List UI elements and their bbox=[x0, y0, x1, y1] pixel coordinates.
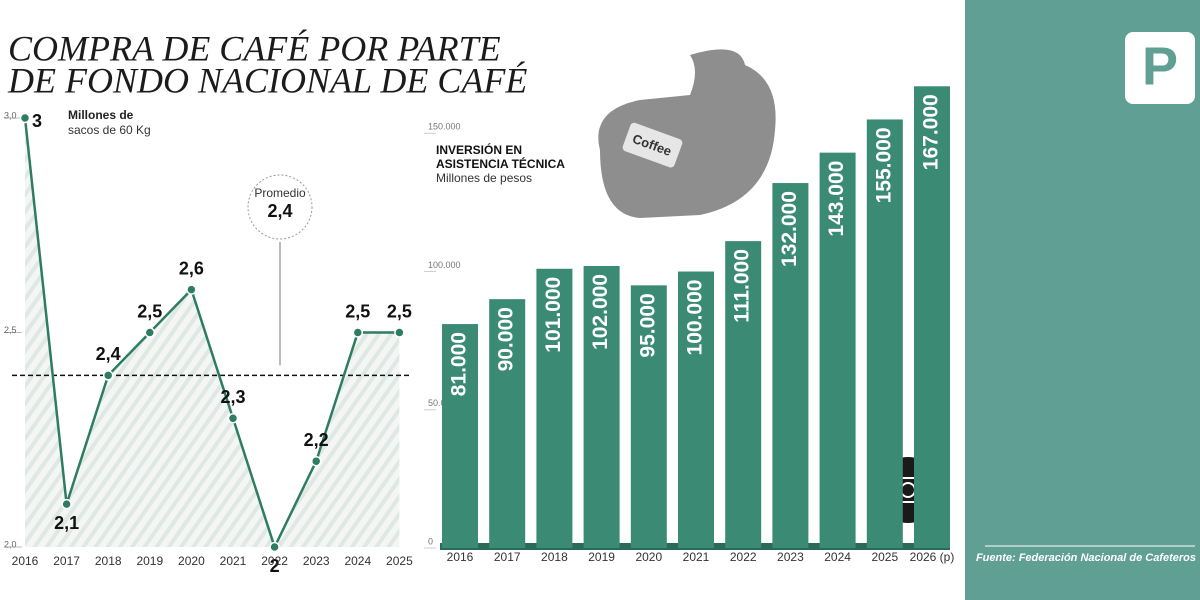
bar bbox=[442, 324, 478, 548]
x-tick-label: 2018 bbox=[541, 550, 568, 564]
value-label: 2,5 bbox=[137, 301, 162, 321]
y-tick-label: 100.000 bbox=[428, 260, 461, 270]
average-badge bbox=[247, 174, 313, 240]
x-tick-label: 2020 bbox=[635, 550, 662, 564]
bar bbox=[489, 299, 526, 548]
bar bbox=[914, 86, 950, 548]
bar bbox=[678, 271, 714, 548]
value-label: 2,2 bbox=[304, 430, 329, 450]
title: DE FONDO NACIONAL DE CAFÉ bbox=[7, 60, 527, 100]
x-tick-label: 2019 bbox=[136, 554, 163, 568]
value-label: 95.000 bbox=[636, 293, 659, 357]
average-value: 2,4 bbox=[267, 201, 292, 221]
x-tick-label: 2024 bbox=[344, 554, 371, 568]
value-label: 143.000 bbox=[825, 161, 848, 237]
x-tick-label: 2023 bbox=[303, 554, 330, 568]
point bbox=[394, 327, 405, 338]
value-label: 81.000 bbox=[448, 332, 471, 396]
x-tick-label: 2024 bbox=[824, 550, 851, 564]
x-tick-label: 2021 bbox=[220, 554, 247, 568]
y-tick-label: 2,0 bbox=[4, 539, 17, 549]
y-tick-label: 0 bbox=[428, 536, 433, 546]
bar bbox=[772, 183, 809, 548]
value-label: 2,6 bbox=[179, 258, 204, 278]
line bbox=[23, 117, 400, 551]
y-tick-label: 150.000 bbox=[428, 122, 461, 132]
x-tick-label: 2025 bbox=[386, 554, 413, 568]
source: Fuente: Federación Nacional de Cafeteros bbox=[976, 552, 1196, 564]
bar bbox=[866, 119, 903, 549]
bar bbox=[630, 285, 667, 548]
bar bbox=[819, 152, 856, 548]
x-tick-label: 2022 bbox=[730, 550, 757, 564]
point bbox=[19, 112, 31, 124]
x-tick-label: 2021 bbox=[683, 550, 710, 564]
value-label: 111.000 bbox=[731, 249, 754, 323]
value-label: 3 bbox=[32, 111, 42, 131]
point bbox=[144, 327, 156, 338]
x-tick-label: 2016 bbox=[12, 554, 39, 568]
value-label: 132.000 bbox=[778, 191, 801, 267]
x-tick-label: 2017 bbox=[53, 554, 80, 568]
value-label: 167.000 bbox=[920, 94, 943, 170]
bar-title: ASISTENCIA TÉCNICA bbox=[436, 156, 565, 171]
x-tick-label: 2020 bbox=[178, 554, 205, 568]
value-label: 2,1 bbox=[54, 513, 79, 533]
area bbox=[25, 118, 400, 547]
value-label: 101.000 bbox=[542, 277, 565, 353]
value-label: 2 bbox=[270, 556, 280, 576]
value-label: 2,4 bbox=[96, 344, 121, 364]
x-tick-label: 2017 bbox=[494, 550, 521, 564]
x-tick-label: 2019 bbox=[588, 550, 615, 564]
value-label: 2,5 bbox=[387, 301, 412, 321]
value-label: 90.000 bbox=[495, 307, 518, 371]
point bbox=[186, 284, 197, 295]
average-label: Promedio bbox=[254, 186, 306, 200]
x-tick-label: 2025 bbox=[871, 550, 898, 564]
coffee-bag: Coffee bbox=[598, 49, 776, 218]
y-label: Millones de bbox=[68, 108, 134, 122]
y-tick-label: 50.000 bbox=[428, 398, 456, 408]
logo: P bbox=[1142, 36, 1178, 96]
bar bbox=[583, 266, 620, 548]
x-tick-label: 2022 bbox=[261, 554, 288, 568]
x-tick-label: 2018 bbox=[95, 554, 122, 568]
bar bbox=[725, 241, 762, 548]
value-label: 155.000 bbox=[872, 127, 895, 203]
y-tick-label: 3,0 bbox=[4, 110, 17, 120]
point bbox=[269, 541, 280, 553]
y-label: sacos de 60 Kg bbox=[68, 123, 151, 137]
bar-title: INVERSIÓN EN bbox=[436, 142, 522, 157]
point bbox=[310, 455, 322, 467]
logo-box bbox=[1125, 32, 1195, 104]
point bbox=[102, 370, 114, 381]
title: COMPRA DE CAFÉ POR PARTE bbox=[8, 28, 501, 68]
point bbox=[61, 498, 72, 510]
value-label: 2,3 bbox=[220, 387, 245, 407]
x-tick-label: 2026 (p) bbox=[910, 550, 955, 564]
point bbox=[352, 327, 364, 338]
point bbox=[227, 413, 239, 424]
x-tick-label: 2023 bbox=[777, 550, 804, 564]
bar-subtitle: Millones de pesos bbox=[436, 171, 532, 185]
x-tick-label: 2016 bbox=[447, 550, 474, 564]
value-label: 100.000 bbox=[684, 280, 707, 356]
value-label: 2,5 bbox=[345, 301, 370, 321]
y-tick-label: 2,5 bbox=[4, 325, 17, 335]
value-label: 102.000 bbox=[589, 274, 612, 350]
bar bbox=[536, 268, 573, 548]
